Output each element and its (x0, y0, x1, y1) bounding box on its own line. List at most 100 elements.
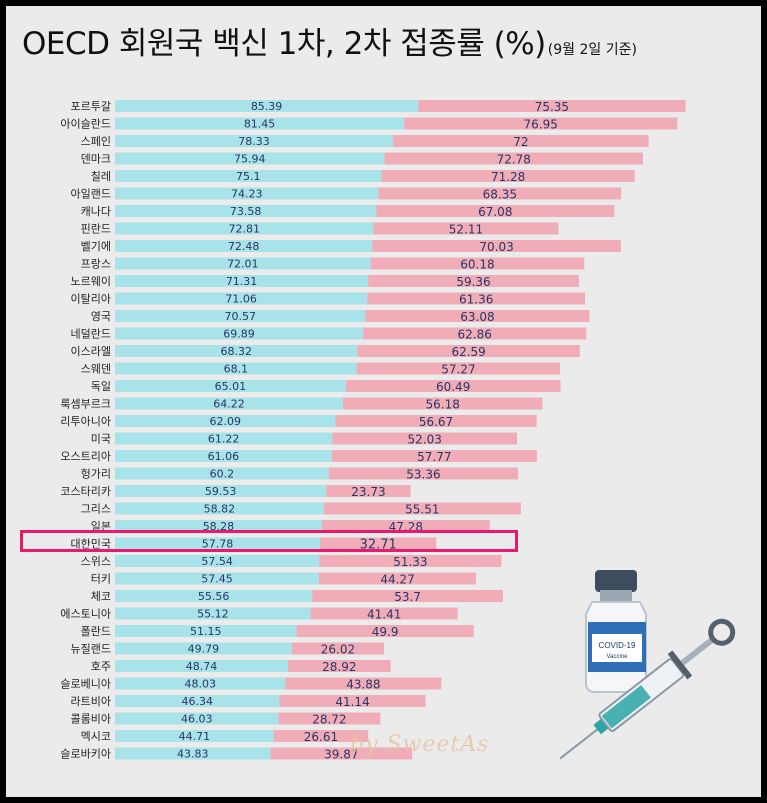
bar-dose2 (310, 607, 458, 620)
dose2-value-label: 41.41 (367, 608, 401, 622)
bar-dose2 (370, 257, 585, 270)
dose1-value-label: 57.78 (202, 538, 234, 551)
bar-dose2 (270, 747, 413, 760)
country-label: 아이슬란드 (60, 118, 111, 131)
bar-dose1 (115, 310, 366, 322)
dose1-value-label: 85.39 (251, 100, 283, 113)
bar-dose2 (296, 625, 474, 637)
watermark: by SweetAs (350, 732, 490, 757)
highlight-box (20, 530, 518, 552)
country-label: 칠레 (91, 170, 111, 183)
dose2-value-label: 49.9 (372, 625, 399, 639)
country-label: 라트비아 (71, 695, 111, 708)
dose2-value-label: 55.51 (405, 503, 439, 517)
dose1-value-label: 61.22 (208, 433, 240, 446)
dose1-value-label: 44.71 (179, 730, 211, 743)
dose2-value-label: 68.35 (483, 188, 517, 202)
chart-subtitle: (9월 2일 기준) (547, 42, 637, 58)
bar-dose2 (363, 327, 587, 340)
dose2-value-label: 57.77 (417, 450, 451, 464)
dose2-value-label: 72 (513, 135, 528, 149)
dose2-value-label: 56.18 (426, 398, 460, 412)
chart-title-block: OECD 회원국 백신 1차, 2차 접종률 (%) (9월 2일 기준) (22, 18, 637, 63)
dose2-value-label: 23.73 (351, 485, 385, 499)
bar-dose1 (115, 642, 292, 655)
bar-dose1 (115, 730, 274, 742)
country-label: 캐나다 (81, 205, 111, 218)
dose1-value-label: 43.83 (177, 748, 209, 761)
bar-dose2 (384, 152, 643, 165)
dose2-value-label: 61.36 (459, 293, 493, 307)
dose2-value-label: 62.86 (458, 328, 492, 342)
bar-dose1 (115, 537, 321, 550)
bar-dose2 (357, 345, 580, 357)
syringe-icon (559, 618, 736, 760)
dose1-value-label: 46.34 (182, 695, 214, 708)
bar-dose1 (115, 415, 336, 427)
country-label: 이스라엘 (71, 345, 111, 358)
bar-dose1 (115, 240, 373, 252)
bar-dose2 (291, 642, 385, 655)
dose1-value-label: 59.53 (205, 485, 237, 498)
dose2-value-label: 67.08 (478, 205, 512, 219)
dose1-value-label: 68.32 (221, 345, 253, 358)
bar-dose2 (418, 100, 686, 112)
bar-dose2 (381, 170, 635, 182)
country-label: 덴마크 (81, 153, 111, 166)
bar-dose2 (288, 660, 391, 672)
dose1-value-label: 58.28 (203, 520, 235, 533)
dose1-value-label: 48.74 (186, 660, 218, 673)
dose1-value-label: 81.45 (244, 118, 276, 131)
dose1-value-label: 60.2 (210, 468, 235, 481)
dose2-value-label: 53.36 (406, 468, 440, 482)
dose1-value-label: 71.31 (226, 275, 258, 288)
bar-dose1 (115, 520, 322, 532)
bar-dose1 (115, 345, 358, 357)
dose2-value-label: 57.27 (441, 363, 475, 377)
bar-dose1 (115, 450, 332, 462)
bar-dose1 (115, 117, 405, 130)
country-label: 체코 (91, 590, 111, 603)
bar-dose2 (332, 432, 518, 445)
bar-dose2 (345, 380, 561, 392)
country-label: 이탈리아 (71, 293, 111, 306)
bar-dose1 (115, 555, 320, 567)
country-label: 룩셈부르크 (60, 398, 111, 411)
bar-dose1 (115, 205, 377, 217)
bar-dose1 (115, 712, 279, 725)
dose1-value-label: 72.48 (228, 240, 260, 253)
country-label: 미국 (91, 433, 111, 446)
bar-dose1 (115, 695, 280, 707)
bar-dose2 (320, 537, 437, 550)
country-label: 그리스 (81, 503, 111, 516)
vaccine-vial-icon: COVID-19 Vaccine (585, 570, 647, 693)
bar-dose2 (393, 135, 649, 147)
bar-dose2 (312, 590, 503, 602)
bar-dose1 (115, 660, 289, 672)
bar-dose2 (367, 292, 586, 305)
dose1-value-label: 72.81 (228, 223, 260, 236)
bar-dose2 (278, 712, 381, 725)
bar-dose2 (365, 310, 590, 322)
dose1-value-label: 58.82 (204, 503, 236, 516)
bar-dose2 (368, 275, 579, 287)
dose1-value-label: 55.12 (197, 608, 229, 621)
dose2-value-label: 72.78 (497, 153, 531, 167)
bar-dose2 (342, 397, 543, 410)
dose1-value-label: 68.1 (224, 363, 249, 376)
dose2-value-label: 39.87 (324, 748, 358, 762)
dose2-value-label: 59.36 (456, 275, 490, 289)
dose2-value-label: 51.33 (393, 555, 427, 569)
bar-dose1 (115, 187, 379, 200)
bar-dose1 (115, 327, 364, 340)
dose2-value-label: 63.08 (460, 310, 494, 324)
dose1-value-label: 51.15 (190, 625, 222, 638)
chart-title: OECD 회원국 백신 1차, 2차 접종률 (%) (22, 26, 546, 62)
dose2-value-label: 52.11 (449, 223, 483, 237)
country-label: 영국 (91, 310, 111, 323)
vaccine-label: COVID-19 (599, 641, 636, 650)
country-label: 호주 (91, 660, 111, 673)
bar-dose2 (356, 362, 561, 375)
dose2-value-label: 62.59 (451, 345, 485, 359)
bar-dose2 (331, 450, 537, 462)
